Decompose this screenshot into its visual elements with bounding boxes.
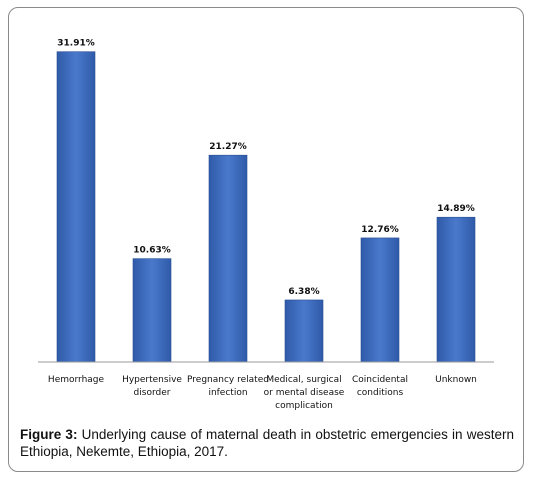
data-label: 21.27%: [209, 142, 247, 152]
data-label: 12.76%: [361, 225, 399, 235]
category-label: Hypertensive: [122, 375, 182, 385]
category-label: conditions: [357, 388, 404, 398]
bar: [208, 154, 248, 363]
data-label: 14.89%: [437, 204, 475, 214]
caption-label: Figure 3:: [20, 427, 78, 442]
category-label: Medical, surgical: [266, 375, 341, 385]
data-label: 31.91%: [57, 39, 95, 49]
category-label: disorder: [134, 388, 171, 398]
data-label: 10.63%: [133, 246, 171, 256]
category-label: infection: [208, 388, 247, 398]
bar: [56, 51, 96, 363]
category-label: Unknown: [435, 375, 477, 385]
figure-caption: Figure 3: Underlying cause of maternal d…: [20, 426, 514, 460]
category-label: complication: [275, 401, 333, 411]
category-label: Hemorrhage: [48, 375, 105, 385]
bar: [360, 237, 400, 363]
bar-chart: 31.91% Hemorrhage 10.63% Hypertensive disord…: [38, 39, 494, 411]
bar: [284, 299, 324, 363]
category-label: or mental disease: [264, 388, 345, 398]
data-label: 6.38%: [288, 287, 319, 297]
category-label: Pregnancy related: [187, 375, 269, 385]
bar: [436, 216, 476, 363]
category-label: Coincidental: [352, 375, 408, 385]
bar: [132, 258, 172, 363]
caption-text: Underlying cause of maternal death in ob…: [20, 427, 514, 459]
